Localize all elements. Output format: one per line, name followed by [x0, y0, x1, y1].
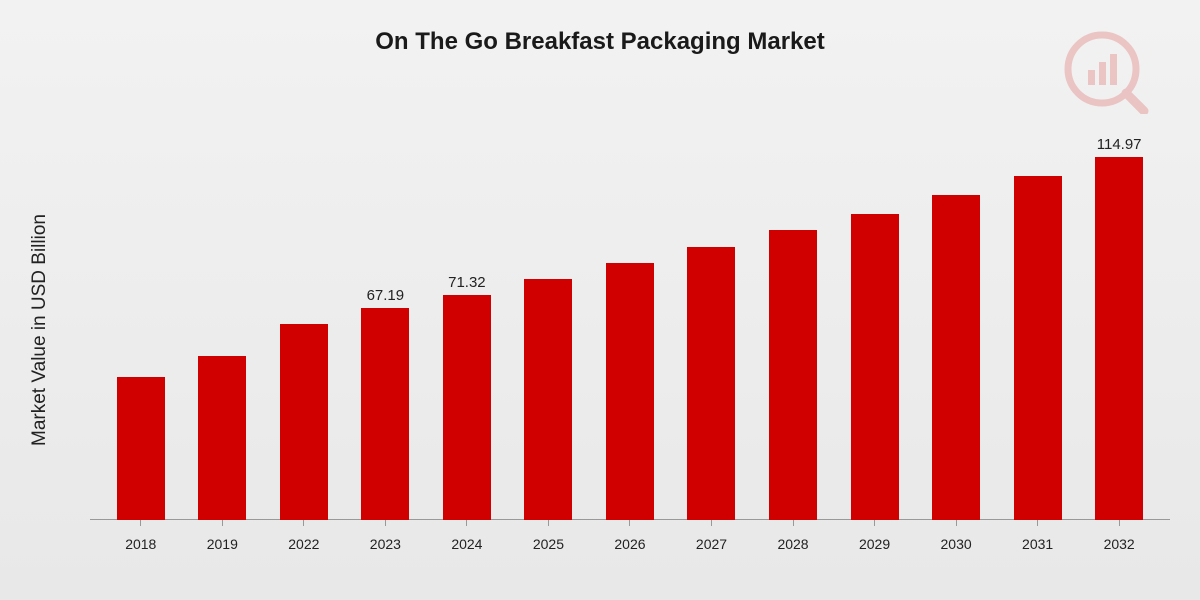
tick-mark: [629, 520, 630, 526]
x-category-label: 2022: [263, 530, 345, 560]
x-category-label: 2030: [915, 530, 997, 560]
tick-mark: [711, 520, 712, 526]
x-category-label: 2031: [997, 530, 1079, 560]
bar: [361, 308, 409, 520]
bar: [932, 195, 980, 520]
tick-mark: [793, 520, 794, 526]
tick-slot: [671, 520, 753, 526]
x-category-label: 2032: [1078, 530, 1160, 560]
x-category-label: 2018: [100, 530, 182, 560]
tick-slot: [508, 520, 590, 526]
bar-slot: 67.19: [345, 110, 427, 520]
ticks-container: [90, 520, 1170, 526]
x-category-label: 2027: [671, 530, 753, 560]
tick-mark: [140, 520, 141, 526]
bar-value-label: 67.19: [367, 287, 405, 304]
tick-mark: [548, 520, 549, 526]
x-category-label: 2025: [508, 530, 590, 560]
bar-value-label: 114.97: [1097, 136, 1142, 153]
x-category-label: 2024: [426, 530, 508, 560]
tick-slot: [182, 520, 264, 526]
bar: [851, 214, 899, 520]
bar-slot: [752, 110, 834, 520]
tick-mark: [874, 520, 875, 526]
tick-mark: [1119, 520, 1120, 526]
plot-area: 67.19 71.32 114.97: [90, 110, 1170, 520]
y-axis-label: Market Value in USD Billion: [29, 214, 51, 446]
x-category-label: 2026: [589, 530, 671, 560]
bar: [1095, 157, 1143, 520]
bar: [687, 247, 735, 520]
x-category-label: 2029: [834, 530, 916, 560]
bar-slot: [589, 110, 671, 520]
bar-value-label: 71.32: [448, 274, 486, 291]
bar-slot: [263, 110, 345, 520]
tick-mark: [1037, 520, 1038, 526]
bar: [280, 324, 328, 520]
tick-slot: [345, 520, 427, 526]
tick-slot: [752, 520, 834, 526]
bar: [606, 263, 654, 520]
tick-mark: [956, 520, 957, 526]
chart-area: Market Value in USD Billion 67.1971.3211…: [60, 100, 1170, 560]
x-category-label: 2028: [752, 530, 834, 560]
tick-slot: [100, 520, 182, 526]
x-category-label: 2019: [182, 530, 264, 560]
bar-slot: 71.32: [426, 110, 508, 520]
tick-slot: [997, 520, 1079, 526]
bar-slot: [671, 110, 753, 520]
tick-slot: [426, 520, 508, 526]
tick-slot: [1078, 520, 1160, 526]
tick-mark: [303, 520, 304, 526]
bar: [198, 356, 246, 520]
bar-slot: 114.97: [1078, 110, 1160, 520]
bar: [117, 377, 165, 521]
tick-slot: [834, 520, 916, 526]
bar: [769, 230, 817, 520]
bar-slot: [182, 110, 264, 520]
bar: [1014, 176, 1062, 520]
tick-slot: [915, 520, 997, 526]
tick-mark: [222, 520, 223, 526]
x-category-label: 2023: [345, 530, 427, 560]
bar-slot: [834, 110, 916, 520]
bar-slot: [508, 110, 590, 520]
tick-slot: [589, 520, 671, 526]
bars-container: 67.19 71.32 114.97: [90, 110, 1170, 520]
chart-title: On The Go Breakfast Packaging Market: [0, 0, 1200, 56]
bar: [443, 295, 491, 520]
tick-slot: [263, 520, 345, 526]
bar-slot: [915, 110, 997, 520]
x-categories: 2018201920222023202420252026202720282029…: [90, 530, 1170, 560]
bar-slot: [100, 110, 182, 520]
tick-mark: [466, 520, 467, 526]
tick-mark: [385, 520, 386, 526]
bar: [524, 279, 572, 520]
bar-slot: [997, 110, 1079, 520]
